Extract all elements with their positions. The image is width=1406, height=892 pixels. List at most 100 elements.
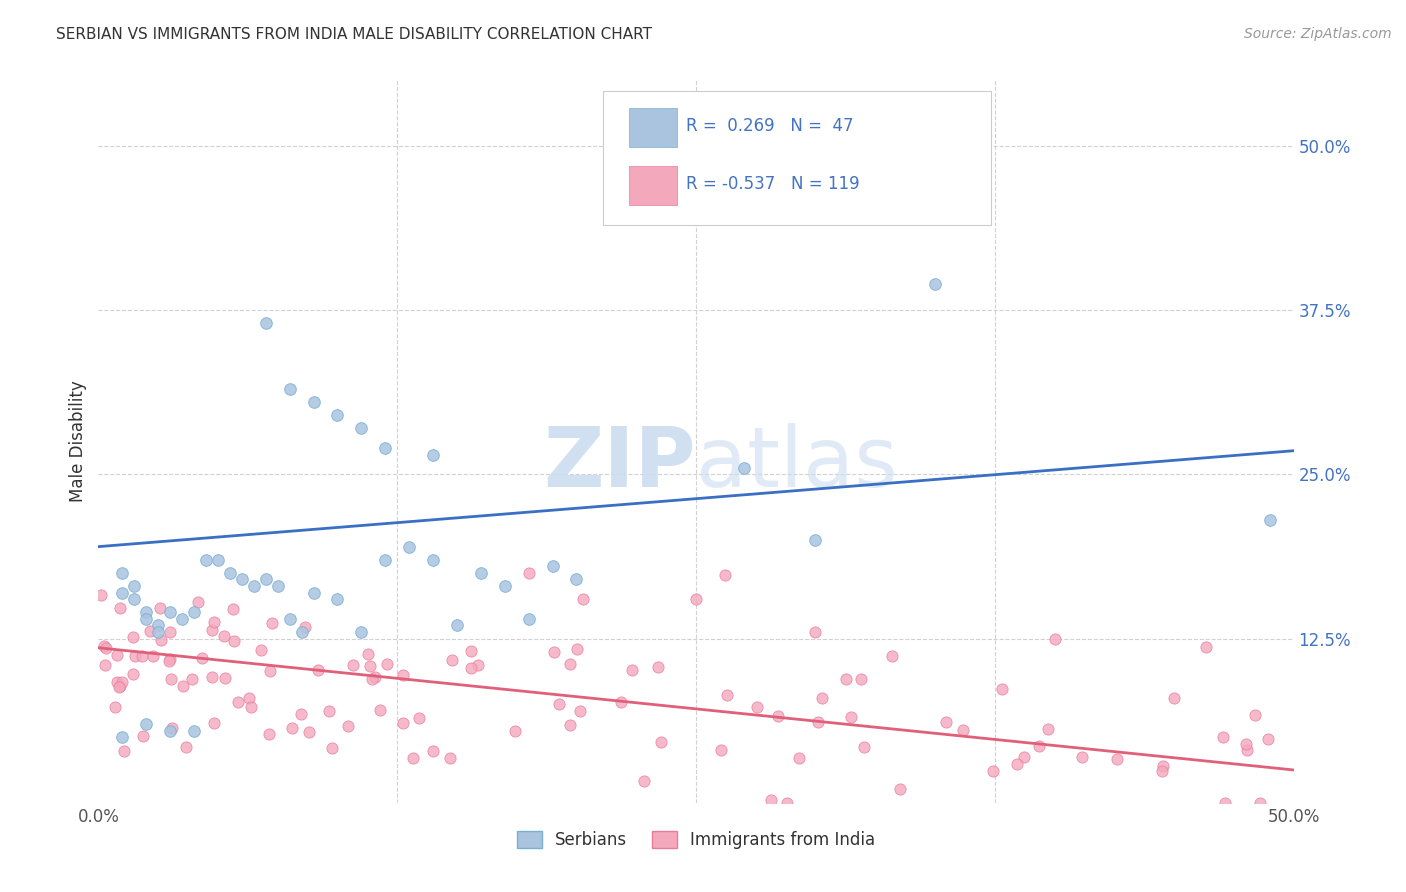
Point [132, 729, 155, 743]
Point [610, 695, 633, 709]
Point [991, 681, 1014, 696]
Point [267, 579, 290, 593]
Point [159, 605, 181, 619]
Point [105, 648, 128, 662]
Point [650, 735, 672, 749]
Point [149, 601, 172, 615]
Point [766, 709, 789, 723]
Point [1212, 730, 1234, 744]
Point [131, 648, 153, 663]
Point [1258, 513, 1281, 527]
Point [1163, 690, 1185, 705]
Point [804, 533, 827, 547]
Point [139, 624, 162, 638]
Point [422, 553, 444, 567]
Point [1234, 737, 1257, 751]
Point [214, 671, 236, 685]
Point [111, 730, 134, 744]
Point [392, 668, 415, 682]
Point [759, 793, 782, 807]
Point [336, 719, 359, 733]
Point [849, 673, 872, 687]
Point [105, 674, 128, 689]
Point [1195, 640, 1218, 655]
Point [108, 679, 131, 693]
Point [160, 672, 183, 686]
Point [375, 657, 398, 672]
Point [187, 595, 209, 609]
Point [460, 661, 482, 675]
Text: atlas: atlas [696, 423, 897, 504]
Point [342, 657, 364, 672]
Point [1014, 750, 1036, 764]
Point [981, 764, 1004, 779]
Point [231, 573, 253, 587]
Point [201, 670, 224, 684]
Point [280, 721, 302, 735]
Point [298, 724, 321, 739]
Text: Source: ZipAtlas.com: Source: ZipAtlas.com [1244, 27, 1392, 41]
Point [157, 653, 180, 667]
Point [302, 395, 325, 409]
Point [350, 421, 373, 435]
Point [159, 723, 181, 738]
Point [174, 740, 197, 755]
Point [924, 277, 946, 291]
Point [558, 717, 581, 731]
Point [191, 651, 214, 665]
Point [543, 645, 565, 659]
Point [398, 540, 420, 554]
Point [839, 709, 862, 723]
Point [558, 657, 581, 671]
Point [159, 625, 181, 640]
Point [104, 700, 127, 714]
Point [124, 592, 146, 607]
Point [565, 573, 588, 587]
Point [1152, 759, 1174, 773]
Point [160, 721, 183, 735]
Point [93, 639, 115, 653]
Point [787, 751, 810, 765]
Text: R = -0.537   N = 119: R = -0.537 N = 119 [686, 175, 860, 193]
Point [148, 618, 170, 632]
Point [250, 643, 273, 657]
Point [195, 553, 218, 567]
Point [422, 744, 444, 758]
Point [633, 773, 655, 788]
Point [159, 652, 181, 666]
Point [548, 698, 571, 712]
Point [1257, 732, 1279, 747]
Point [710, 743, 733, 757]
Point [1036, 722, 1059, 736]
Point [356, 648, 378, 662]
Point [446, 618, 468, 632]
Text: SERBIAN VS IMMIGRANTS FROM INDIA MALE DISABILITY CORRELATION CHART: SERBIAN VS IMMIGRANTS FROM INDIA MALE DI… [56, 27, 652, 42]
Point [807, 714, 830, 729]
Point [326, 592, 349, 607]
Point [207, 553, 229, 567]
Point [935, 714, 957, 729]
Point [172, 679, 194, 693]
Point [392, 716, 415, 731]
Point [647, 660, 669, 674]
Point [318, 704, 340, 718]
Point [439, 751, 461, 765]
Point [150, 632, 173, 647]
Point [122, 630, 145, 644]
Point [254, 316, 277, 330]
Point [460, 644, 482, 658]
Point [202, 716, 225, 731]
Point [882, 649, 904, 664]
Point [96, 641, 118, 656]
Point [852, 740, 875, 755]
Point [517, 566, 540, 580]
Point [257, 727, 280, 741]
Legend: Serbians, Immigrants from India: Serbians, Immigrants from India [510, 824, 882, 856]
Point [202, 615, 225, 630]
Point [291, 625, 314, 640]
Point [1107, 752, 1129, 766]
Point [201, 623, 224, 637]
Point [172, 612, 194, 626]
Point [1236, 742, 1258, 756]
Point [135, 717, 157, 731]
